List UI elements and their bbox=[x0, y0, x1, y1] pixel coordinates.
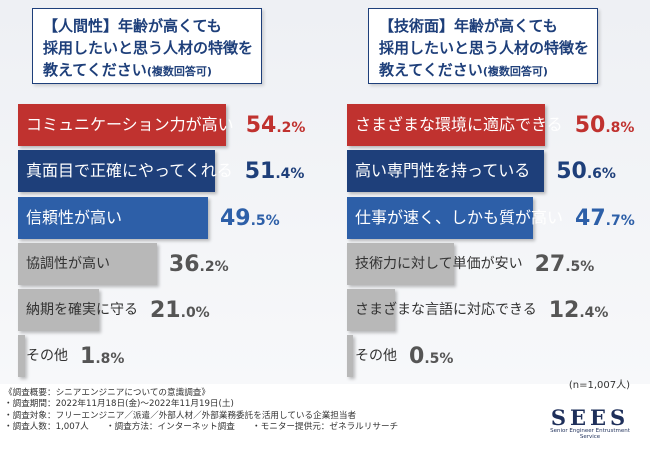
right-question-box: 【技術面】年齢が高くても 採用したいと思う人材の特徴を 教えてください(複数回答… bbox=[368, 8, 598, 84]
bar-label: 協調性が高い bbox=[26, 256, 110, 272]
bar-value: 51.4% bbox=[244, 159, 305, 184]
right-title-line-2: 採用したいと思う人材の特徴を bbox=[379, 39, 590, 57]
logo-name: SEES bbox=[550, 405, 630, 430]
bar bbox=[18, 197, 208, 239]
bar-label: 信頼性が高い bbox=[26, 208, 123, 227]
survey-footer: 《調査概要：シニアエンジニアについての意識調査》 ・調査期間：2022年11月1… bbox=[4, 388, 398, 434]
bar-label: さまざまな環境に適応できる bbox=[355, 115, 563, 134]
right-title-line-1: 【技術面】年齢が高くても bbox=[379, 17, 558, 35]
bar-value: 36.2% bbox=[168, 252, 229, 277]
bar-label: コミュニケーション力が高い bbox=[26, 115, 234, 134]
bar-value: 12.4% bbox=[548, 298, 609, 323]
bar-value: 21.0% bbox=[150, 298, 210, 323]
bar-label: その他 bbox=[355, 348, 397, 364]
sees-logo: SEES Senior Engineer Entrustment Service bbox=[540, 405, 640, 440]
footer-line: 《調査概要：シニアエンジニアについての意識調査》 bbox=[4, 388, 210, 398]
left-title-line-1: 【人間性】年齢が高くても bbox=[43, 17, 222, 35]
bar bbox=[347, 289, 396, 331]
left-title-line-2: 採用したいと思う人材の特徴を bbox=[43, 39, 254, 57]
bar bbox=[18, 335, 25, 377]
footer-line: ・調査対象：フリーエンジニア／派遣／外部人材／外部業務委託を活用している企業担当… bbox=[4, 410, 357, 421]
bar-value: 0.5% bbox=[409, 344, 454, 369]
right-title-line-3: 教えてください(複数回答可) bbox=[379, 61, 548, 79]
bar-label: 技術力に対して単価が安い bbox=[355, 256, 523, 272]
left-title-line-3: 教えてください(複数回答可) bbox=[43, 61, 212, 79]
bar-value: 27.5% bbox=[534, 252, 595, 277]
bar-value: 54.2% bbox=[245, 113, 306, 138]
bar-value: 50.8% bbox=[574, 113, 635, 138]
left-question-box: 【人間性】年齢が高くても 採用したいと思う人材の特徴を 教えてください(複数回答… bbox=[32, 8, 262, 84]
bar bbox=[347, 243, 455, 285]
bar-label: 納期を確実に守る bbox=[26, 302, 138, 318]
footer-line: ・調査期間：2022年11月18日(金)～2022年11月19日(土) bbox=[4, 399, 234, 410]
bar-label: その他 bbox=[26, 348, 68, 364]
bar bbox=[18, 104, 226, 146]
bar-label: 真面目で正確にやってくれる bbox=[26, 161, 233, 180]
bar bbox=[347, 104, 545, 146]
right-title-note: (複数回答可) bbox=[482, 65, 548, 78]
bar bbox=[18, 150, 216, 192]
bar bbox=[347, 335, 353, 377]
left-title-note: (複数回答可) bbox=[146, 65, 212, 78]
logo-tagline: Senior Engineer Entrustment Service bbox=[550, 428, 630, 440]
bar bbox=[18, 289, 99, 331]
bar-value: 50.6% bbox=[556, 159, 616, 184]
bar bbox=[347, 197, 533, 239]
bar-label: さまざまな言語に対応できる bbox=[355, 302, 537, 318]
bar bbox=[18, 243, 157, 285]
bar-label: 高い専門性を持っている bbox=[355, 161, 531, 180]
sample-size-note: (n=1,007人) bbox=[568, 380, 630, 391]
bar-value: 49.5% bbox=[219, 206, 280, 231]
bar-label: 仕事が速く、しかも質が高い bbox=[355, 208, 564, 227]
bar bbox=[347, 150, 545, 192]
bar-value: 47.7% bbox=[575, 206, 635, 231]
footer-line: ・調査人数：1,007人 ・調査方法：インターネット調査 ・モニター提供元：ゼネ… bbox=[4, 422, 399, 433]
bar-value: 1.8% bbox=[80, 344, 125, 369]
